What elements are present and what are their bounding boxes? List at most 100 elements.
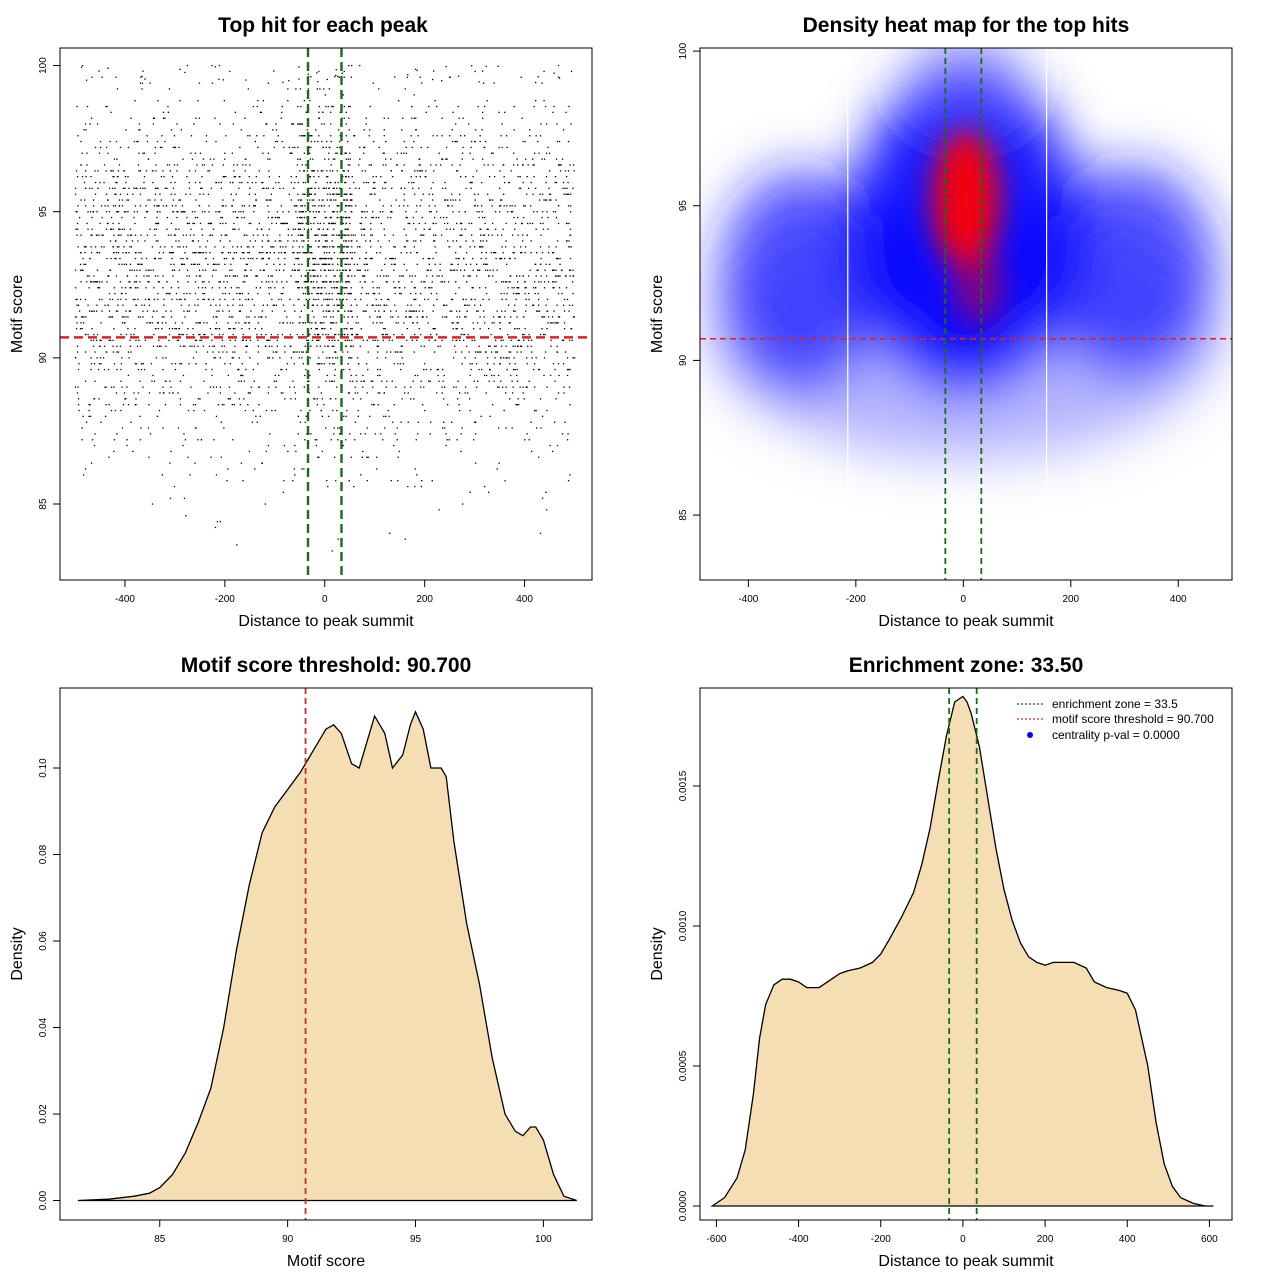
scatter-point <box>418 328 420 330</box>
scatter-point <box>350 199 352 201</box>
scatter-point <box>381 322 383 324</box>
scatter-point <box>486 100 488 102</box>
scatter-point <box>292 322 294 324</box>
scatter-point <box>505 345 507 347</box>
scatter-point <box>246 316 248 318</box>
scatter-point <box>428 287 430 289</box>
scatter-point <box>491 374 493 377</box>
scatter-point <box>310 228 312 230</box>
scatter-point <box>509 205 511 207</box>
scatter-point <box>406 252 408 254</box>
scatter-point <box>213 158 215 160</box>
scatter-point <box>146 310 149 312</box>
scatter-point <box>173 263 175 265</box>
scatter-point <box>294 351 296 353</box>
scatter-point <box>171 328 174 330</box>
scatter-point <box>365 310 367 312</box>
scatter-point <box>292 351 294 353</box>
scatter-point <box>186 269 189 271</box>
scatter-point <box>310 328 312 330</box>
scatter-point <box>434 263 436 265</box>
scatter-point <box>360 292 362 295</box>
scatter-point <box>342 252 344 254</box>
scatter-point <box>313 298 315 301</box>
scatter-point <box>443 216 445 219</box>
scatter-point <box>349 105 351 108</box>
scatter-point <box>195 351 198 353</box>
scatter-point <box>541 158 543 160</box>
scatter-point <box>349 357 351 359</box>
scatter-point <box>346 216 348 219</box>
scatter-point <box>275 140 277 143</box>
scatter-point <box>447 222 449 225</box>
scatter-point <box>333 281 335 283</box>
scatter-point <box>265 316 267 318</box>
scatter-point <box>335 333 337 336</box>
scatter-point <box>320 292 322 295</box>
scatter-point <box>265 333 267 336</box>
scatter-point <box>461 222 463 225</box>
scatter-point <box>275 380 277 382</box>
scatter-point <box>367 351 369 353</box>
scatter-point <box>306 129 308 131</box>
scatter-point <box>195 339 198 341</box>
scatter-point <box>300 105 302 108</box>
scatter-point <box>194 304 196 306</box>
scatter-point <box>261 181 263 184</box>
scatter-point <box>479 328 481 330</box>
scatter-point <box>282 491 284 493</box>
scatter-point <box>344 339 346 341</box>
scatter-point <box>267 187 269 189</box>
legend-threshold-label: motif score threshold = 90.700 <box>1052 712 1214 726</box>
scatter-point <box>323 205 325 207</box>
scatter-point <box>424 298 426 301</box>
scatter-point <box>458 404 460 406</box>
scatter-point <box>358 269 360 271</box>
scatter-point <box>335 287 337 289</box>
scatter-point <box>216 316 218 318</box>
distance-density-x-tick-label: -600 <box>706 1234 726 1245</box>
scatter-point <box>566 357 569 359</box>
scatter-point <box>313 222 315 225</box>
scatter-point <box>268 357 270 359</box>
scatter-point <box>513 129 515 131</box>
scatter-point <box>396 152 398 154</box>
scatter-point <box>210 304 212 306</box>
scatter-point <box>250 257 252 260</box>
scatter-point <box>548 263 551 265</box>
scatter-point <box>109 339 112 341</box>
scatter-point <box>139 281 141 283</box>
scatter-point <box>377 304 379 306</box>
scatter-point <box>299 252 301 254</box>
scatter-point <box>133 333 135 336</box>
scatter-point <box>342 287 344 289</box>
scatter-point <box>492 164 494 166</box>
scatter-point <box>483 146 485 149</box>
scatter-point <box>425 368 427 371</box>
scatter-point <box>338 310 340 312</box>
scatter-point <box>149 322 152 324</box>
scatter-point <box>519 386 521 388</box>
scatter-point <box>525 386 527 388</box>
scatter-point <box>476 386 478 388</box>
scatter-point <box>304 287 306 289</box>
scatter-point <box>135 363 138 365</box>
scatter-point <box>192 357 195 359</box>
scatter-point <box>205 246 207 248</box>
scatter-point <box>490 199 492 201</box>
scatter-point <box>90 246 92 248</box>
scatter-point <box>437 345 439 347</box>
scatter-point <box>201 228 203 230</box>
scatter-point <box>321 263 323 265</box>
scatter-point <box>156 216 158 219</box>
scatter-y-tick-label: 100 <box>38 57 49 74</box>
scatter-point <box>316 404 318 406</box>
scatter-point <box>228 310 230 312</box>
scatter-point <box>94 433 96 435</box>
scatter-point <box>312 287 314 289</box>
scatter-point <box>540 281 542 283</box>
scatter-point <box>418 164 420 166</box>
scatter-point <box>530 240 532 242</box>
scatter-point <box>192 333 195 336</box>
scatter-point <box>396 351 398 353</box>
